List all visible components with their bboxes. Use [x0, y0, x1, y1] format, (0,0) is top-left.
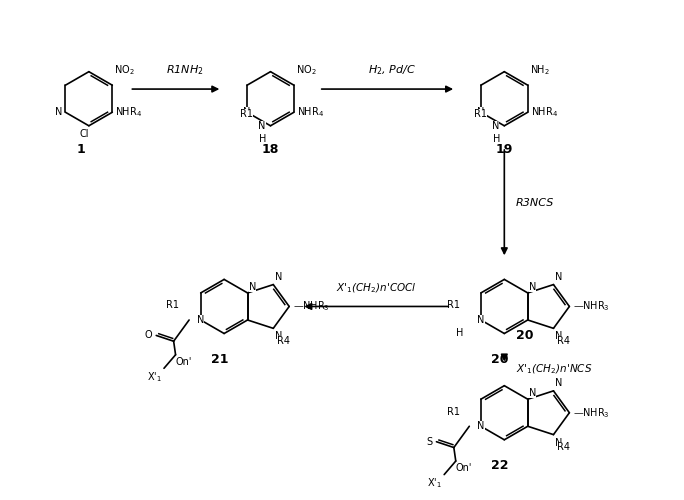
- Text: N: N: [555, 272, 563, 281]
- Text: H: H: [456, 328, 463, 338]
- Text: R1: R1: [166, 300, 179, 310]
- Text: H: H: [493, 134, 500, 143]
- Text: N: N: [555, 378, 563, 388]
- Text: O: O: [145, 330, 153, 340]
- Text: S: S: [426, 436, 432, 446]
- Text: 20: 20: [516, 329, 534, 342]
- Text: R1NH$_2$: R1NH$_2$: [166, 64, 203, 78]
- Text: N: N: [197, 315, 205, 325]
- Text: R1: R1: [474, 109, 487, 119]
- Text: —NHR$_3$: —NHR$_3$: [573, 300, 610, 314]
- Text: N: N: [477, 422, 484, 432]
- Text: X'$_1$: X'$_1$: [147, 370, 162, 384]
- Text: N: N: [529, 282, 536, 292]
- Text: N: N: [555, 438, 563, 448]
- Text: NHR$_4$: NHR$_4$: [297, 106, 324, 119]
- Text: Cl: Cl: [79, 128, 89, 138]
- Text: N: N: [477, 315, 484, 325]
- Text: NO$_2$: NO$_2$: [296, 64, 317, 78]
- Text: R1: R1: [447, 406, 460, 416]
- Text: N: N: [477, 108, 484, 118]
- Text: NO$_2$: NO$_2$: [114, 64, 135, 78]
- Text: N: N: [259, 121, 265, 131]
- Text: 1: 1: [77, 143, 86, 156]
- Text: N: N: [555, 331, 563, 341]
- Text: 22: 22: [490, 459, 508, 472]
- Text: R1: R1: [240, 109, 253, 119]
- Text: R1: R1: [447, 300, 460, 310]
- Text: N: N: [244, 108, 251, 118]
- Text: R3NCS: R3NCS: [516, 198, 554, 207]
- Text: NHR$_4$: NHR$_4$: [531, 106, 557, 119]
- Text: R4: R4: [557, 336, 570, 346]
- Text: 19: 19: [496, 143, 513, 156]
- Text: 18: 18: [262, 143, 279, 156]
- Text: R4: R4: [277, 336, 290, 346]
- Text: —NHR$_3$: —NHR$_3$: [293, 300, 330, 314]
- Text: X'$_1$: X'$_1$: [428, 476, 443, 490]
- Text: N: N: [275, 331, 282, 341]
- Text: 21: 21: [211, 353, 228, 366]
- Text: X'$_1$(CH$_2$)n'COCl: X'$_1$(CH$_2$)n'COCl: [336, 282, 417, 295]
- Text: N: N: [248, 282, 256, 292]
- Text: H$_2$, Pd/C: H$_2$, Pd/C: [368, 64, 417, 78]
- Text: H: H: [259, 134, 267, 143]
- Text: N: N: [275, 272, 282, 281]
- Text: N: N: [529, 388, 536, 398]
- Text: On': On': [176, 356, 192, 366]
- Text: N: N: [55, 108, 62, 118]
- Text: On': On': [456, 463, 472, 473]
- Text: R4: R4: [557, 442, 570, 452]
- Text: NH$_2$: NH$_2$: [529, 64, 549, 78]
- Text: NHR$_4$: NHR$_4$: [115, 106, 142, 119]
- Text: X'$_1$(CH$_2$)n'NCS: X'$_1$(CH$_2$)n'NCS: [516, 362, 592, 376]
- Text: N: N: [492, 121, 499, 131]
- Text: —NHR$_3$: —NHR$_3$: [573, 406, 610, 419]
- Text: 20: 20: [490, 353, 508, 366]
